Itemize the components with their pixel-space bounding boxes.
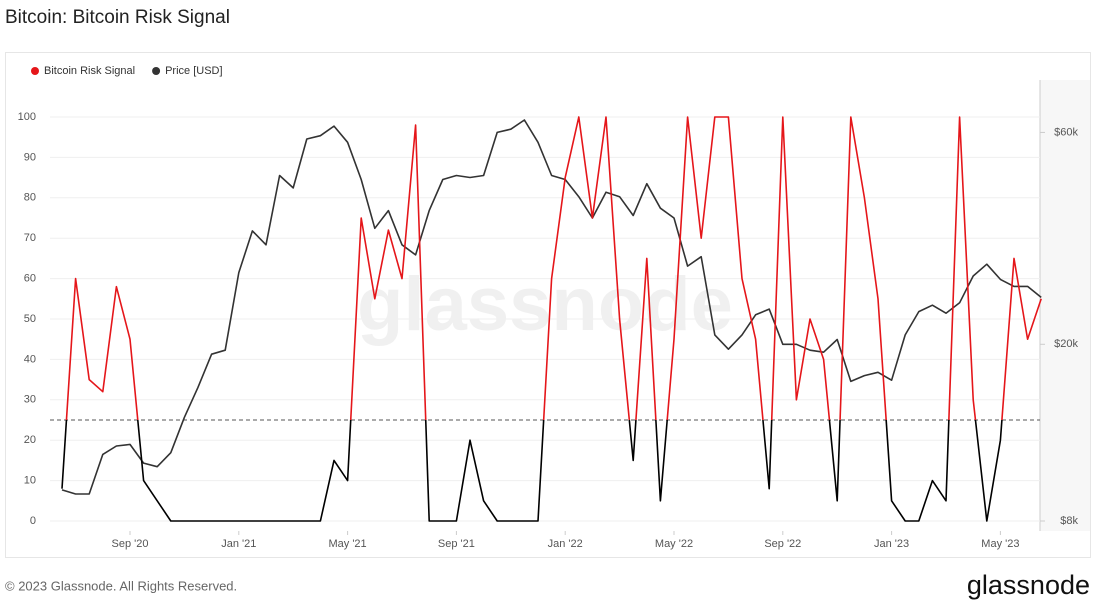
x-tick-label: May '21 bbox=[329, 538, 367, 550]
y2-tick-label: $8k bbox=[1060, 515, 1078, 527]
y-tick-label: 50 bbox=[24, 313, 36, 325]
x-tick-label: Jan '21 bbox=[221, 538, 256, 550]
logo: glassnode bbox=[967, 570, 1090, 600]
watermark: glassnode bbox=[357, 262, 733, 347]
legend-label: Price [USD] bbox=[165, 65, 222, 77]
y-tick-label: 60 bbox=[24, 273, 36, 285]
y-tick-label: 90 bbox=[24, 151, 36, 163]
x-tick-label: Sep '22 bbox=[764, 538, 801, 550]
y-tick-label: 30 bbox=[24, 394, 36, 406]
y-tick-label: 80 bbox=[24, 192, 36, 204]
y-tick-label: 100 bbox=[18, 111, 36, 123]
x-tick-label: May '22 bbox=[655, 538, 693, 550]
y-tick-label: 70 bbox=[24, 232, 36, 244]
y-tick-label: 0 bbox=[30, 515, 36, 527]
y2-tick-label: $20k bbox=[1054, 338, 1078, 350]
legend-marker bbox=[152, 67, 161, 75]
y2-tick-label: $60k bbox=[1054, 126, 1078, 138]
x-tick-label: May '23 bbox=[981, 538, 1019, 550]
y2-axis-band bbox=[1040, 80, 1090, 531]
y-tick-label: 10 bbox=[24, 475, 36, 487]
risk-line bbox=[61, 116, 1042, 522]
title: Bitcoin: Bitcoin Risk Signal bbox=[5, 7, 230, 28]
chart-frame bbox=[5, 52, 1091, 558]
y-tick-label: 20 bbox=[24, 434, 36, 446]
price-line bbox=[61, 119, 1042, 495]
legend-label: Bitcoin Risk Signal bbox=[44, 65, 135, 77]
legend-marker bbox=[31, 67, 39, 75]
copyright: © 2023 Glassnode. All Rights Reserved. bbox=[5, 578, 237, 593]
x-tick-label: Jan '22 bbox=[548, 538, 583, 550]
x-tick-label: Sep '20 bbox=[112, 538, 149, 550]
x-tick-label: Jan '23 bbox=[874, 538, 909, 550]
x-tick-label: Sep '21 bbox=[438, 538, 475, 550]
y-tick-label: 40 bbox=[24, 353, 36, 365]
